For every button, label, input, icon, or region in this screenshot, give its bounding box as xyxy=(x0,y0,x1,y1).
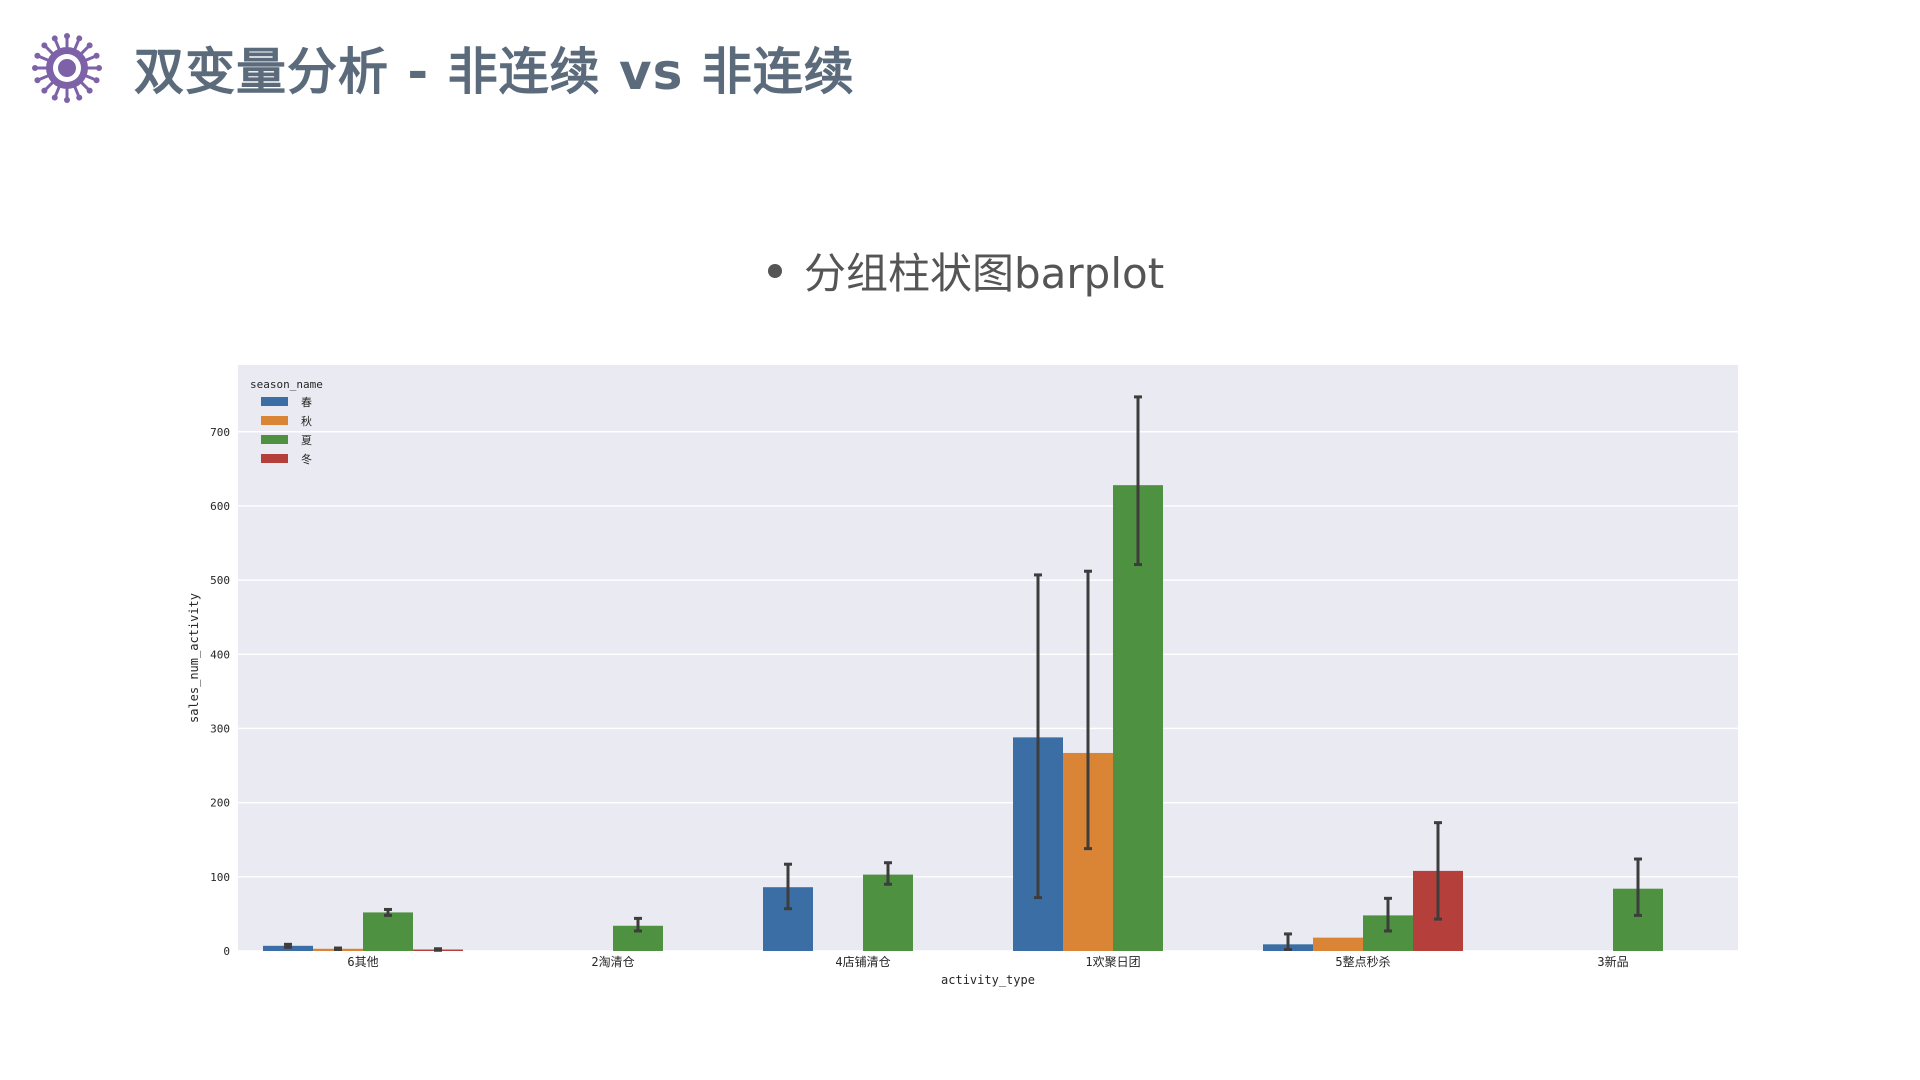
slide-title: 双变量分析 - 非连续 vs 非连续 xyxy=(134,43,855,101)
legend-swatch xyxy=(261,454,288,463)
y-tick-label: 200 xyxy=(210,797,230,810)
logo-spike-tip xyxy=(86,42,93,49)
logo-spike-tip xyxy=(51,35,58,42)
x-tick-label: 2淘清仓 xyxy=(591,955,634,969)
legend-swatch xyxy=(261,416,288,425)
legend-swatch xyxy=(261,397,288,406)
x-tick-label: 4店铺清仓 xyxy=(835,955,890,969)
logo-core xyxy=(58,59,76,77)
y-tick-label: 700 xyxy=(210,426,230,439)
bullet-dot xyxy=(768,263,782,278)
logo-spike-tip xyxy=(32,65,38,71)
legend-label: 秋 xyxy=(301,414,312,428)
logo-spike-tip xyxy=(93,77,100,84)
logo-spike-tip xyxy=(64,33,70,39)
legend-label: 夏 xyxy=(301,434,312,447)
y-tick-label: 400 xyxy=(210,648,230,661)
y-tick-label: 500 xyxy=(210,574,230,587)
y-tick-label: 300 xyxy=(210,722,230,735)
slide-header: 双变量分析 - 非连续 vs 非连续 xyxy=(30,28,855,108)
bullet-text: 分组柱状图barplot xyxy=(804,249,1165,298)
y-tick-label: 600 xyxy=(210,500,230,513)
logo-spike-tip xyxy=(41,87,48,94)
y-tick-label: 0 xyxy=(223,945,230,958)
logo-spike-tip xyxy=(41,42,48,49)
x-tick-label: 6其他 xyxy=(347,955,378,969)
bullet-item: 分组柱状图barplot xyxy=(768,240,1164,301)
logo-spike-tip xyxy=(76,35,83,42)
virus-icon xyxy=(32,33,102,103)
logo-spike-tip xyxy=(96,65,102,71)
logo-spike-tip xyxy=(86,87,93,94)
legend-label: 春 xyxy=(301,396,312,409)
x-axis-label: activity_type xyxy=(941,973,1035,987)
bar xyxy=(1313,937,1363,951)
legend-swatch xyxy=(261,435,288,444)
y-tick-label: 100 xyxy=(210,871,230,884)
bar xyxy=(363,912,413,951)
bar xyxy=(863,874,913,951)
x-tick-label: 3新品 xyxy=(1597,954,1628,969)
plot-area xyxy=(238,365,1738,951)
x-tick-label: 5整点秒杀 xyxy=(1335,954,1390,969)
logo-spike-tip xyxy=(51,94,58,101)
logo-spike-tip xyxy=(34,52,41,59)
x-tick-label: 1欢聚日团 xyxy=(1085,954,1140,969)
logo-spike-tip xyxy=(76,94,83,101)
legend-title: season_name xyxy=(250,378,323,391)
logo-spike-tip xyxy=(93,52,100,59)
logo-spike-tip xyxy=(64,97,70,103)
y-axis-label: sales_num_activity xyxy=(187,593,201,723)
logo-spike-tip xyxy=(34,77,41,84)
legend-label: 冬 xyxy=(301,452,312,466)
